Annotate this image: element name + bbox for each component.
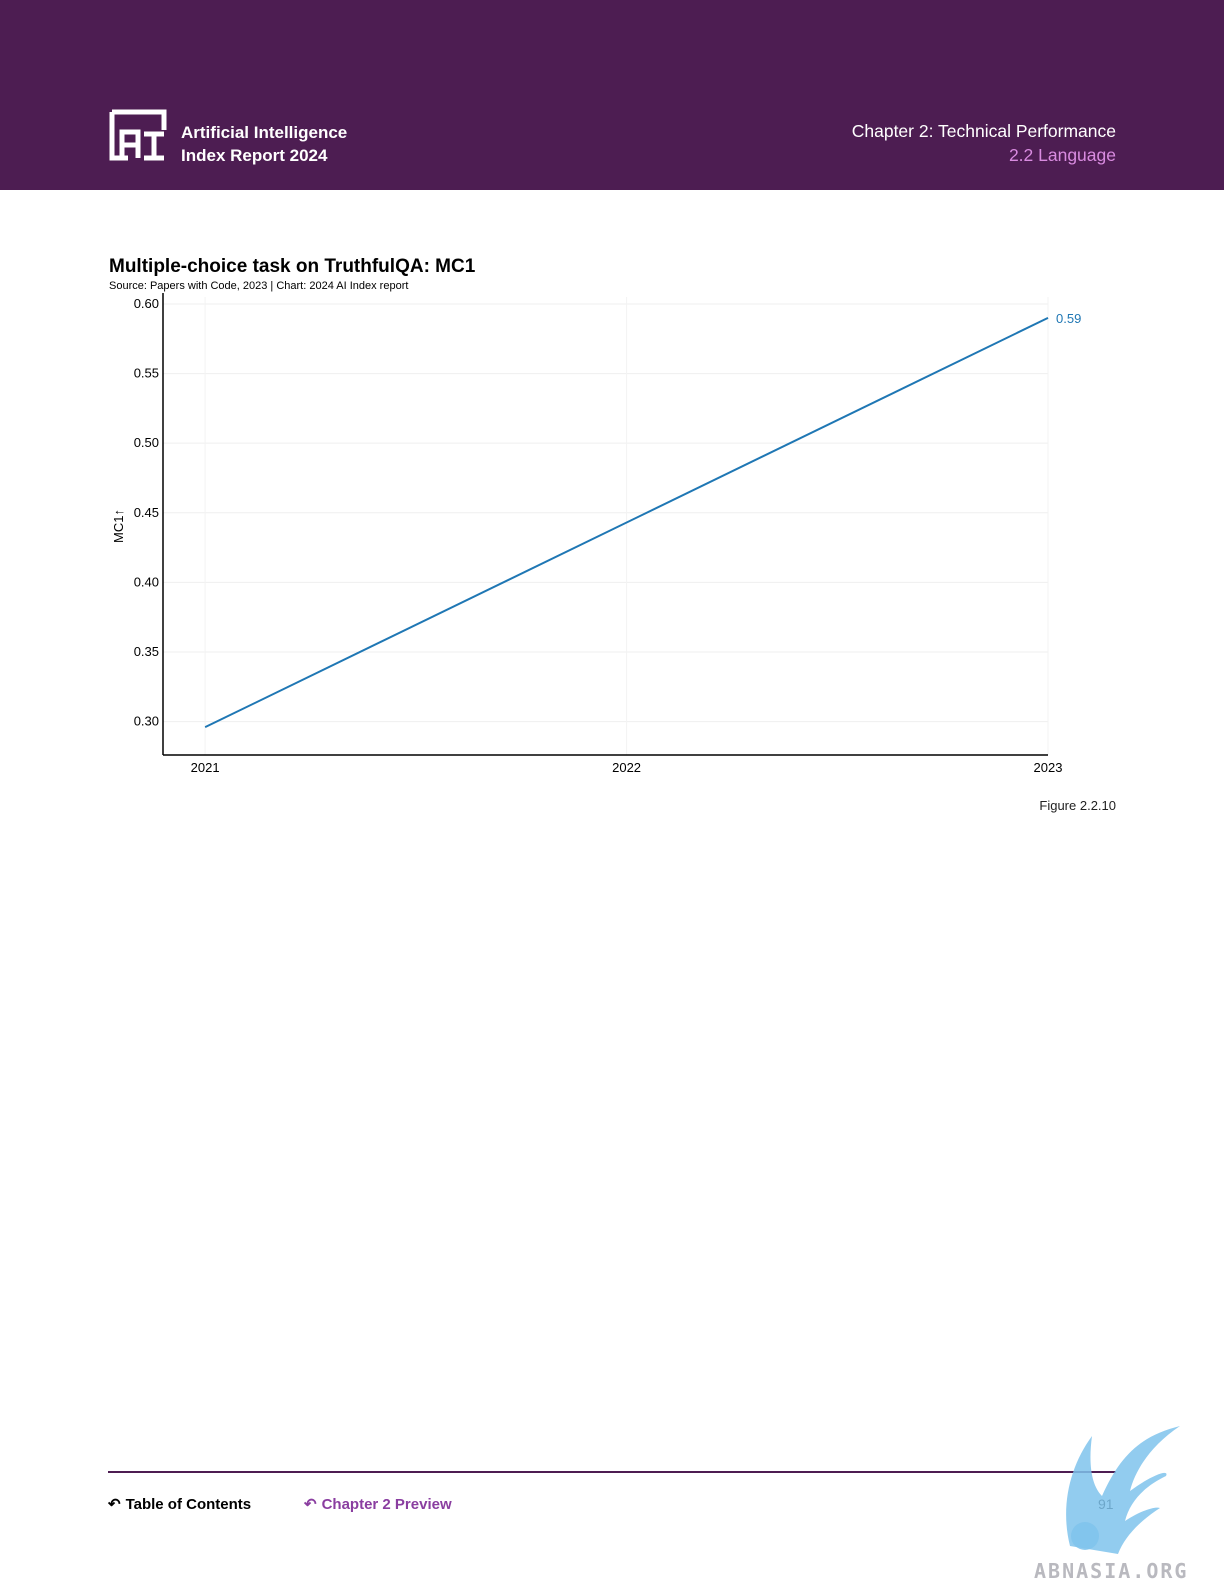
report-title-line2: Index Report 2024 bbox=[181, 146, 328, 165]
report-title-line1: Artificial Intelligence bbox=[181, 123, 348, 142]
report-header: Artificial Intelligence Index Report 202… bbox=[0, 0, 1224, 190]
series-line bbox=[204, 316, 1049, 729]
return-arrow-icon: ↶ bbox=[304, 1496, 317, 1513]
winged-lion-icon: ABNASIA.ORG bbox=[1034, 1426, 1188, 1583]
x-tick-label: 2023 bbox=[1034, 760, 1063, 775]
watermark-text: ABNASIA.ORG bbox=[1034, 1559, 1188, 1583]
chapter-heading: Chapter 2: Technical Performance 2.2 Lan… bbox=[852, 119, 1116, 167]
y-axis-label: MC1↑ bbox=[111, 509, 126, 543]
line-chart: 0.30 0.35 0.40 0.45 0.50 0.55 0.60 2021 2022 2023… bbox=[111, 293, 1081, 775]
chart-source: Source: Papers with Code, 2023 | Chart: … bbox=[109, 280, 409, 292]
return-arrow-icon: ↶ bbox=[108, 1496, 121, 1513]
y-tick-label: 0.50 bbox=[134, 435, 159, 450]
chapter-preview-label: Chapter 2 Preview bbox=[321, 1496, 452, 1513]
section-title: 2.2 Language bbox=[1008, 145, 1116, 165]
toc-link-label: Table of Contents bbox=[125, 1496, 252, 1513]
figure-label: Figure 2.2.10 bbox=[1039, 798, 1116, 813]
y-tick-label: 0.60 bbox=[134, 296, 159, 311]
x-tick-label: 2022 bbox=[612, 760, 641, 775]
chart-title: Multiple-choice task on TruthfulQA: MC1 bbox=[109, 256, 476, 277]
chapter-preview-link[interactable]: ↶ Chapter 2 Preview bbox=[304, 1495, 452, 1513]
chapter-title: Chapter 2: Technical Performance bbox=[851, 121, 1116, 141]
report-title: Artificial Intelligence Index Report 202… bbox=[181, 121, 347, 167]
y-tick-label: 0.40 bbox=[134, 574, 159, 589]
y-tick-label: 0.55 bbox=[134, 366, 159, 381]
x-tick-label: 2021 bbox=[191, 760, 220, 775]
ai-index-logo-icon bbox=[109, 109, 167, 161]
y-tick-label: 0.45 bbox=[134, 505, 159, 520]
y-tick-label: 0.30 bbox=[134, 714, 159, 729]
table-of-contents-link[interactable]: ↶ Table of Contents bbox=[108, 1495, 251, 1513]
footer-divider bbox=[108, 1471, 1116, 1473]
y-tick-label: 0.35 bbox=[134, 644, 159, 659]
series-end-label: 0.59 bbox=[1056, 311, 1081, 326]
